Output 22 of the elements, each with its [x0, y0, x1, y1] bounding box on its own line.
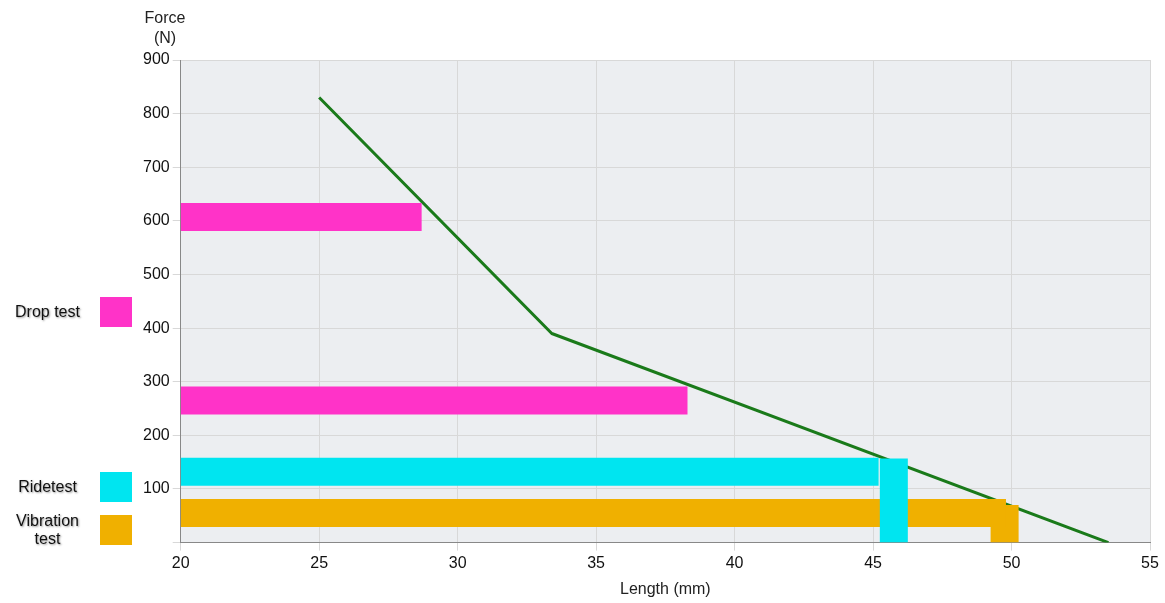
legend-label: Ridetest	[17, 478, 78, 496]
x-tick-label: 50	[1002, 553, 1021, 571]
legend-label: Drop test	[14, 303, 81, 321]
y-tick-label: 400	[142, 318, 170, 336]
x-axis-title: Length (mm)	[620, 579, 711, 597]
y-tick-label: 300	[142, 372, 170, 390]
y-tick-label: 600	[142, 211, 170, 229]
x-tick-label: 30	[448, 553, 467, 571]
y-axis-title: Force (N)	[143, 8, 187, 48]
x-tick-label: 25	[310, 553, 329, 571]
x-tick-label: 35	[587, 553, 606, 571]
y-tick-label: 800	[142, 104, 170, 122]
legend-label: Vibration test	[15, 512, 80, 548]
y-tick-label: 500	[142, 264, 170, 282]
y-tick-label: 100	[142, 479, 170, 497]
y-tick-label: 700	[142, 157, 170, 175]
x-tick-label: 20	[171, 553, 190, 571]
y-tick-label: 900	[142, 50, 170, 68]
y-tick-label: 200	[142, 425, 170, 443]
x-tick-label: 55	[1141, 553, 1159, 571]
x-tick-label: 45	[864, 553, 883, 571]
x-tick-label: 40	[725, 553, 744, 571]
